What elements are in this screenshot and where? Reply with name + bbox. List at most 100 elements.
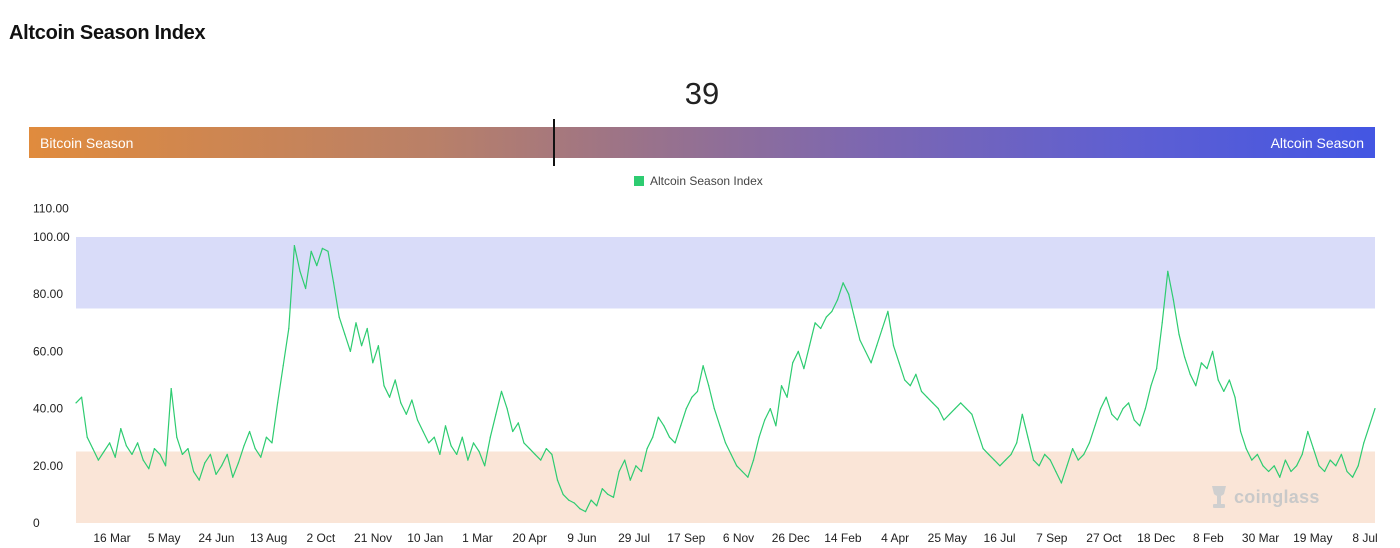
data-point (1184, 356, 1186, 358)
data-point (758, 436, 760, 438)
data-point (1010, 453, 1012, 455)
data-point (691, 396, 693, 398)
data-point (153, 448, 155, 450)
x-tick-label: 1 Mar (462, 531, 493, 545)
data-point (993, 459, 995, 461)
watermark-text: coinglass (1234, 486, 1320, 507)
data-point (612, 496, 615, 498)
data-point (361, 345, 363, 347)
chart-legend[interactable]: Altcoin Season Index (634, 174, 763, 188)
data-point (752, 459, 755, 461)
data-point (288, 327, 290, 330)
data-point (1139, 425, 1141, 427)
data-point (310, 250, 312, 252)
x-tick-label: 16 Jul (984, 531, 1016, 545)
data-point (221, 465, 223, 467)
data-point (988, 453, 990, 455)
season-gauge-bar: Bitcoin Season Altcoin Season (29, 127, 1375, 158)
data-point (422, 430, 424, 433)
data-point (1200, 362, 1202, 364)
data-point (181, 453, 183, 455)
x-tick-label: 17 Sep (667, 531, 705, 545)
data-point (456, 453, 458, 455)
y-tick-label: 80.00 (33, 287, 63, 301)
x-tick-label: 30 Mar (1242, 531, 1279, 545)
data-point (909, 385, 911, 387)
data-point (467, 459, 469, 461)
data-point (131, 453, 133, 455)
data-point (120, 428, 122, 430)
data-point (265, 436, 267, 438)
data-point (876, 345, 878, 347)
data-point (696, 390, 699, 392)
data-point (848, 293, 850, 295)
x-tick-label: 4 Apr (881, 531, 909, 545)
x-tick-label: 8 Feb (1193, 531, 1224, 545)
data-point (668, 436, 671, 438)
data-point (1279, 476, 1281, 478)
data-point (170, 388, 172, 390)
data-point (1100, 408, 1102, 410)
data-point (109, 442, 111, 444)
data-point (97, 459, 99, 461)
data-point (792, 362, 794, 364)
data-point (887, 310, 889, 312)
gauge-label-bitcoin-season: Bitcoin Season (40, 135, 134, 151)
data-point (411, 399, 413, 401)
x-tick-label: 7 Sep (1036, 531, 1068, 545)
data-point (898, 362, 900, 364)
data-point (892, 345, 895, 347)
data-point (383, 385, 385, 387)
data-point (820, 327, 822, 330)
x-tick-label: 16 Mar (93, 531, 130, 545)
data-point (1060, 482, 1062, 484)
data-point (1144, 408, 1146, 410)
data-point (198, 479, 200, 481)
data-point (142, 459, 144, 461)
data-point (859, 339, 861, 341)
data-point (1178, 333, 1180, 335)
data-point (584, 511, 587, 513)
data-point (523, 442, 525, 444)
data-point (243, 445, 245, 447)
x-tick-label: 19 May (1293, 531, 1332, 545)
data-point (1357, 465, 1359, 467)
data-point (646, 448, 648, 450)
data-point (254, 448, 256, 450)
data-point (1234, 396, 1236, 398)
data-point (836, 299, 839, 301)
data-point (780, 385, 783, 387)
x-tick-label: 25 May (928, 531, 967, 545)
data-point (803, 368, 805, 370)
data-point (377, 345, 379, 347)
data-point (562, 493, 564, 495)
data-point (915, 373, 917, 375)
data-point (260, 456, 262, 458)
data-point (1206, 368, 1208, 370)
data-point (881, 327, 883, 330)
data-point (976, 430, 979, 433)
data-point (495, 413, 497, 415)
altcoin-season-chart[interactable]: 0 20.00 40.00 60.00 80.00 100.00 110.00 16 Mar 5… (0, 196, 1400, 548)
data-point (1116, 419, 1118, 421)
y-tick-label: 0 (33, 516, 40, 530)
data-point (1273, 465, 1275, 467)
data-point (1016, 442, 1018, 444)
data-point (439, 453, 441, 455)
data-point (1346, 470, 1348, 473)
data-point (1228, 379, 1230, 381)
data-point (601, 488, 603, 490)
x-tick-label: 20 Apr (512, 531, 547, 545)
x-tick-label: 13 Aug (250, 531, 287, 545)
data-point (842, 282, 844, 284)
data-point (1189, 373, 1191, 375)
data-point (769, 408, 771, 410)
data-point (540, 459, 542, 461)
data-point (624, 459, 626, 461)
data-point (702, 365, 704, 367)
data-point (484, 465, 486, 467)
data-point (338, 316, 340, 318)
gauge-position-marker (553, 119, 555, 166)
data-point (389, 396, 391, 398)
data-point (960, 402, 962, 404)
